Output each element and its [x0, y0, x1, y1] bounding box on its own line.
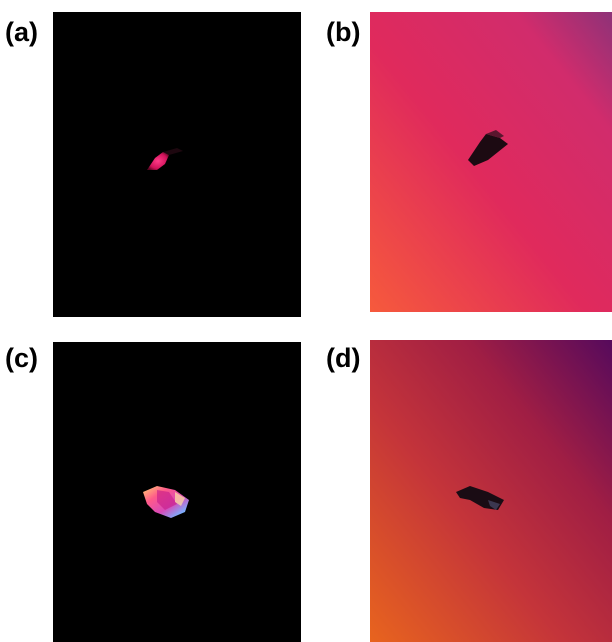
- panel-label-c: (c): [5, 343, 38, 373]
- panel-label-b: (b): [326, 17, 361, 47]
- crystal-b: [468, 134, 508, 166]
- crystal-d-image: [370, 340, 612, 642]
- crystal-c-image: [53, 342, 301, 642]
- panel-label-d: (d): [326, 343, 361, 373]
- crystal-a-image: [53, 12, 301, 317]
- panel-c-micrograph: [53, 342, 301, 642]
- panel-b-micrograph: [370, 12, 612, 312]
- crystal-a: [147, 152, 169, 170]
- panel-label-a: (a): [5, 17, 38, 47]
- crystal-b-image: [370, 12, 612, 312]
- panel-a-micrograph: [53, 12, 301, 317]
- panel-d-micrograph: [370, 340, 612, 642]
